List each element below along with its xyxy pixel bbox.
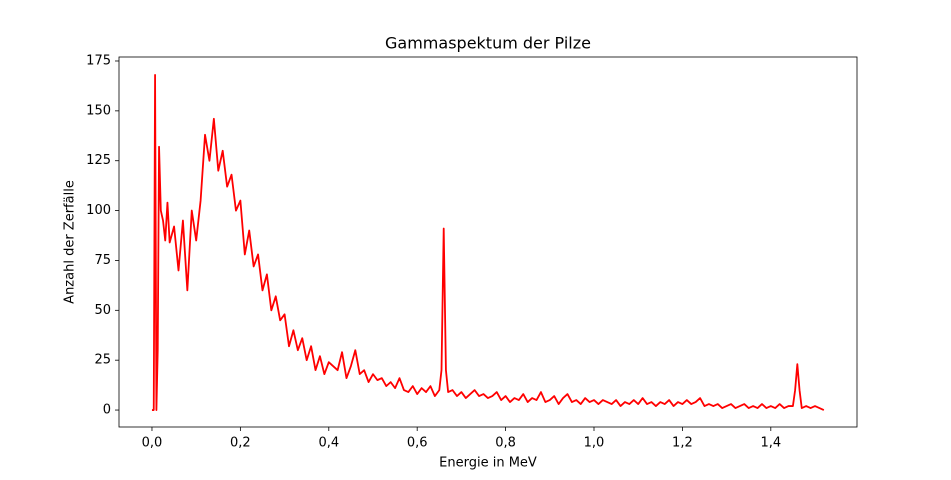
y-tick-label: 25 [94,353,111,368]
y-tick-label: 75 [94,253,111,268]
y-tick-label: 150 [86,103,111,118]
y-tick-label: 175 [86,53,111,68]
spectrum-line [151,74,825,411]
x-axis-label: Energie in MeV [439,456,537,471]
x-tick-label: 0,6 [407,436,428,451]
x-tick-label: 0,2 [230,436,251,451]
x-tick-label: 1,0 [584,436,605,451]
y-tick-label: 100 [86,203,111,218]
x-tick-label: 1,4 [760,436,781,451]
x-tick-label: 0,4 [318,436,339,451]
y-axis-label: Anzahl der Zerfälle [63,180,78,304]
y-tick-label: 0 [103,403,111,418]
x-tick-label: 1,2 [672,436,693,451]
chart-title: Gammaspektum der Pilze [385,34,591,53]
y-tick-label: 125 [86,153,111,168]
x-tick-label: 0,0 [142,436,163,451]
x-tick-label: 0,8 [495,436,516,451]
y-tick-label: 50 [94,303,111,318]
axes-frame [118,56,858,428]
